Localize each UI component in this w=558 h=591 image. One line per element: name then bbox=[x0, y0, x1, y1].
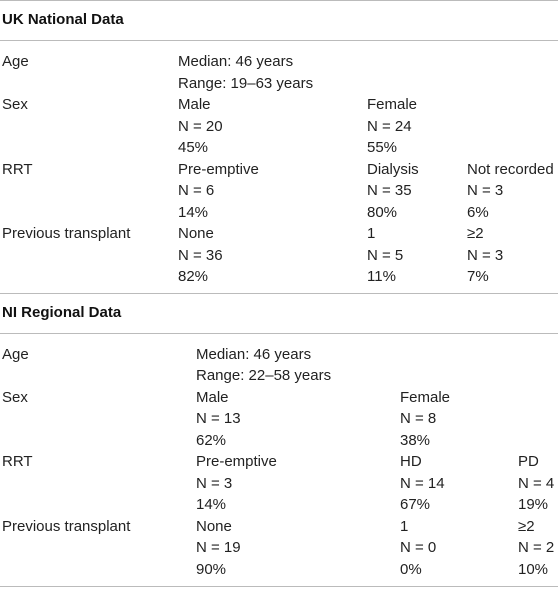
section-title: UK National Data bbox=[2, 11, 124, 28]
cell-text: 10% bbox=[518, 560, 549, 578]
cell-text: 38% bbox=[400, 431, 431, 449]
cell-text: 45% bbox=[178, 139, 209, 156]
cell-text: Pre-emptive bbox=[178, 160, 259, 178]
cell-text: 82% bbox=[178, 268, 209, 285]
cell-text: Female bbox=[367, 96, 418, 113]
cell-text: None bbox=[196, 517, 232, 535]
cell-text: Range: 19–63 years bbox=[178, 74, 314, 92]
cell-text: N = 2 bbox=[518, 539, 555, 557]
cell-text: 6% bbox=[467, 203, 489, 221]
cell-text: 90% bbox=[196, 560, 227, 578]
cell-text: N = 6 bbox=[178, 182, 215, 199]
cell-text: N = 0 bbox=[400, 539, 437, 557]
section-title: NI Regional Data bbox=[2, 303, 122, 321]
cell-text: N = 19 bbox=[196, 539, 241, 557]
cell-text: 67% bbox=[400, 496, 431, 514]
cell-text: N = 3 bbox=[196, 474, 233, 492]
row-label: RRT bbox=[2, 453, 33, 471]
row-label: Previous transplant bbox=[2, 225, 131, 242]
cell-text: N = 8 bbox=[400, 410, 437, 428]
cell-text: N = 36 bbox=[178, 246, 223, 264]
cell-text: Dialysis bbox=[367, 160, 419, 178]
cell-text: N = 14 bbox=[400, 474, 445, 492]
cell-text: N = 13 bbox=[196, 410, 241, 428]
row-label: Sex bbox=[2, 388, 28, 406]
cell-text: ≥2 bbox=[467, 225, 484, 242]
cell-text: None bbox=[178, 225, 214, 242]
cell-text: N = 4 bbox=[518, 474, 555, 492]
cell-text: 62% bbox=[196, 431, 227, 449]
row-label: Age bbox=[2, 345, 29, 363]
cell-text: N = 35 bbox=[367, 182, 412, 199]
cell-text: Pre-emptive bbox=[196, 453, 277, 471]
cell-text: 19% bbox=[518, 496, 549, 514]
cell-text: N = 24 bbox=[367, 117, 412, 135]
row-label: RRT bbox=[2, 160, 33, 178]
cell-text: PD bbox=[518, 453, 539, 471]
cell-text: 1 bbox=[367, 225, 376, 242]
cell-text: 0% bbox=[400, 560, 422, 578]
cell-text: 14% bbox=[178, 203, 209, 221]
cell-text: Median: 46 years bbox=[178, 53, 294, 70]
cell-text: N = 20 bbox=[178, 117, 223, 135]
cell-text: Female bbox=[400, 388, 451, 406]
rule bbox=[0, 332, 558, 334]
rule bbox=[0, 585, 558, 587]
cell-text: Male bbox=[178, 96, 211, 113]
cell-text: Range: 22–58 years bbox=[196, 367, 332, 385]
cell-text: Male bbox=[196, 388, 229, 406]
cell-text: 7% bbox=[467, 268, 489, 285]
rule bbox=[0, 40, 558, 41]
cell-text: Median: 46 years bbox=[196, 345, 312, 363]
rule bbox=[0, 292, 558, 294]
cell-text: N = 5 bbox=[367, 246, 404, 264]
rule bbox=[0, 0, 558, 1]
cell-text: N = 3 bbox=[467, 246, 504, 264]
cell-text: N = 3 bbox=[467, 182, 504, 199]
cell-text: 80% bbox=[367, 203, 398, 221]
cell-text: 14% bbox=[196, 496, 227, 514]
cell-text: ≥2 bbox=[518, 517, 535, 535]
cell-text: 55% bbox=[367, 139, 398, 156]
cell-text: 1 bbox=[400, 517, 409, 535]
cell-text: 11% bbox=[367, 268, 396, 285]
row-label: Sex bbox=[2, 96, 28, 113]
row-label: Previous transplant bbox=[2, 517, 131, 535]
row-label: Age bbox=[2, 53, 29, 70]
cell-text: Not recorded bbox=[467, 160, 554, 178]
cell-text: HD bbox=[400, 453, 422, 471]
